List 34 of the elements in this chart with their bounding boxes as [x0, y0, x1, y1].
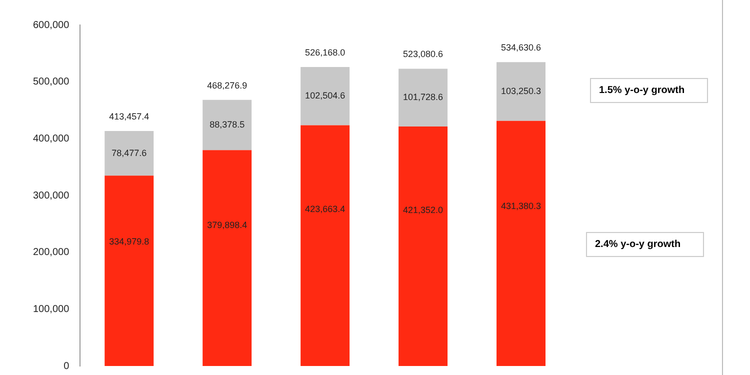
y-tick-label: 100,000 — [32, 304, 70, 315]
y-tick-label: 300,000 — [32, 190, 70, 202]
data-label: 88,378.5 — [210, 119, 245, 130]
data-label: 101,728.6 — [403, 92, 444, 102]
total-label: 534,630.6 — [500, 42, 542, 53]
data-label: 379,898.4 — [207, 220, 248, 230]
y-tick-label: 500,000 — [32, 76, 70, 88]
bar — [202, 150, 252, 366]
total-label: 523,080.6 — [403, 49, 444, 60]
bar — [202, 100, 252, 150]
text: 1.5% y-o-y growth — [590, 78, 708, 103]
data-label: 423,663.4 — [305, 204, 346, 214]
total-label: 413,457.4 — [109, 112, 150, 122]
total-label: 468,276.9 — [207, 80, 248, 90]
data-label: 334,979.8 — [109, 236, 150, 247]
bar — [104, 131, 154, 176]
bar — [300, 125, 350, 366]
data-label: 103,250.3 — [500, 86, 542, 96]
bar — [398, 68, 448, 127]
bar — [300, 66, 350, 126]
data-label: 78,477.6 — [112, 148, 147, 158]
total-label: 526,168.0 — [305, 47, 346, 58]
bar — [496, 62, 546, 121]
y-tick-label: 200,000 — [32, 247, 70, 258]
bar — [496, 120, 546, 366]
y-tick-label: 400,000 — [32, 133, 70, 144]
bar — [104, 176, 154, 366]
bar — [398, 126, 448, 366]
data-label: 102,504.6 — [305, 90, 346, 101]
data-label: 421,352.0 — [403, 204, 444, 215]
y-tick-label: 600,000 — [32, 20, 70, 31]
text: 2.4% y-o-y growth — [586, 232, 704, 257]
data-label: 431,380.3 — [500, 201, 542, 212]
y-tick-label: 0 — [64, 360, 70, 372]
